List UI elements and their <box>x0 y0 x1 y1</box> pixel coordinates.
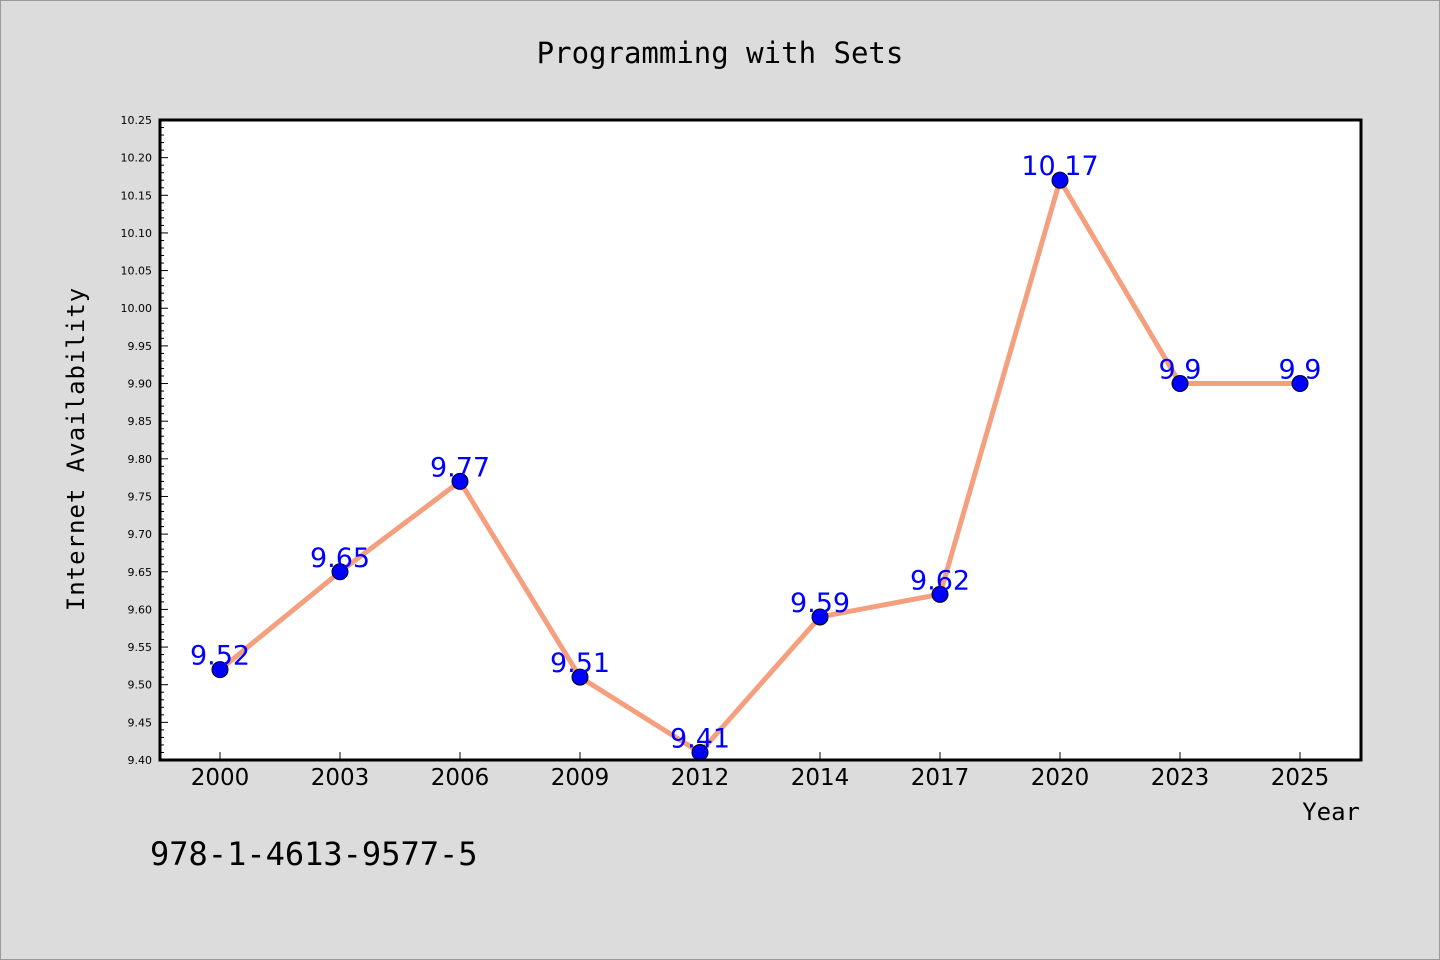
x-tick-label: 2012 <box>671 765 730 791</box>
y-tick-label: 9.85 <box>128 415 153 428</box>
x-axis-title: Year <box>1302 798 1360 826</box>
series-line <box>217 177 1303 755</box>
x-tick-label: 2000 <box>191 765 250 791</box>
data-label: 9.62 <box>910 565 970 596</box>
data-point <box>571 668 589 686</box>
data-label: 9.9 <box>1159 355 1202 386</box>
series-polyline <box>217 177 1303 755</box>
y-tick-label: 10.25 <box>121 114 153 127</box>
y-tick-label: 10.20 <box>121 152 153 165</box>
data-point <box>931 585 949 603</box>
data-point <box>1171 375 1189 393</box>
y-tick-label: 9.90 <box>128 378 153 391</box>
y-tick-label: 9.75 <box>128 490 153 503</box>
data-labels: 9.52 9.65 9.77 9.51 9.41 9.59 9.62 10.17 9.9 9.9 <box>190 151 1322 754</box>
plot-area <box>160 120 1361 760</box>
data-label: 10.17 <box>1021 151 1098 182</box>
data-label: 9.59 <box>790 588 850 619</box>
x-tick-label: 2020 <box>1031 765 1090 791</box>
y-tick-label: 9.60 <box>128 603 153 616</box>
y-tick-label: 9.50 <box>128 679 153 692</box>
data-label: 9.41 <box>670 723 730 754</box>
y-axis-title: Internet Availability <box>62 287 90 611</box>
y-tick-label: 10.05 <box>121 265 153 278</box>
y-tick-label: 9.45 <box>128 716 153 729</box>
x-tick-label: 2006 <box>431 765 490 791</box>
y-tick-label: 9.55 <box>128 641 153 654</box>
data-label: 9.51 <box>550 648 610 679</box>
data-point <box>211 661 229 679</box>
x-tick-label: 2009 <box>551 765 610 791</box>
y-tick-label: 9.70 <box>128 528 153 541</box>
x-axis-ticks: 2000 2003 2006 2009 2012 2014 2017 2020 2023 2025 <box>191 752 1330 791</box>
series-points <box>211 171 1309 761</box>
data-label: 9.9 <box>1279 355 1322 386</box>
y-tick-label: 9.65 <box>128 566 153 579</box>
y-tick-label: 10.15 <box>121 189 153 202</box>
data-point <box>451 472 469 490</box>
x-tick-label: 2014 <box>791 765 850 791</box>
data-label: 9.65 <box>310 543 370 574</box>
data-label: 9.77 <box>430 452 490 483</box>
isbn-annotation: 978-1-4613-9577-5 <box>150 835 478 873</box>
chart-title: Programming with Sets <box>537 36 904 70</box>
plot-border <box>158 118 1363 762</box>
y-tick-label: 9.40 <box>128 754 153 767</box>
x-tick-label: 2017 <box>911 765 970 791</box>
y-tick-label: 9.80 <box>128 453 153 466</box>
data-point <box>1291 375 1309 393</box>
data-point <box>331 563 349 581</box>
data-point <box>811 608 829 626</box>
y-tick-label: 10.10 <box>121 227 153 240</box>
x-tick-label: 2025 <box>1271 765 1330 791</box>
data-label: 9.52 <box>190 641 250 672</box>
data-point <box>1051 171 1069 189</box>
y-tick-label: 9.95 <box>128 340 153 353</box>
x-tick-label: 2003 <box>311 765 370 791</box>
y-tick-label: 10.00 <box>121 302 153 315</box>
x-tick-label: 2023 <box>1151 765 1210 791</box>
